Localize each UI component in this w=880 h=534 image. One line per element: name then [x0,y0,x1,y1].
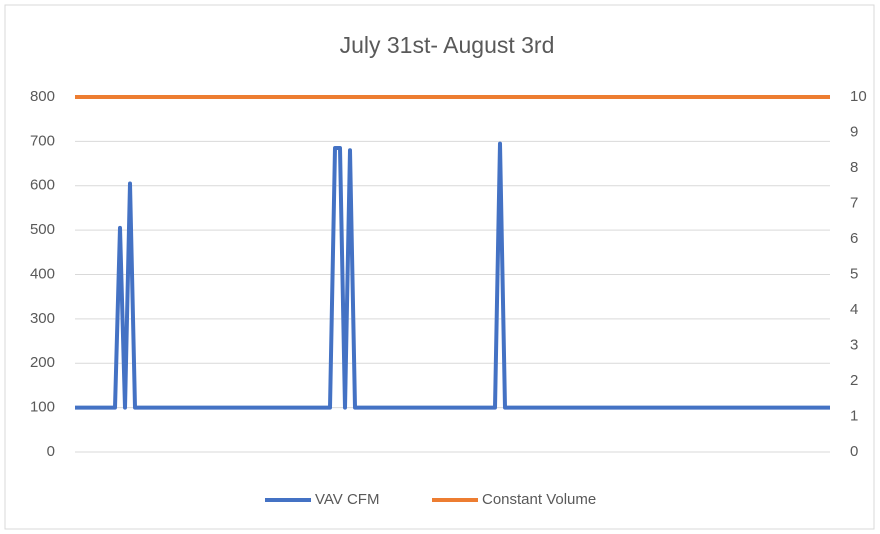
legend-label: VAV CFM [315,491,379,508]
y2-tick-label: 10 [850,88,867,105]
y2-tick-label: 3 [850,336,858,353]
y-tick-label: 600 [30,177,55,194]
y-tick-label: 0 [47,443,55,460]
y2-tick-label: 6 [850,230,858,247]
y2-tick-label: 5 [850,265,858,282]
y2-tick-label: 9 [850,123,858,140]
y-tick-label: 300 [30,310,55,327]
chart-border [4,4,875,530]
y2-tick-label: 2 [850,372,858,389]
y2-tick-label: 4 [850,301,858,318]
y-tick-label: 400 [30,265,55,282]
y-tick-label: 200 [30,354,55,371]
y-tick-label: 100 [30,399,55,416]
legend-label: Constant Volume [482,491,596,508]
chart-title: July 31st- August 3rd [340,32,555,58]
y2-tick-label: 0 [850,443,858,460]
y-tick-label: 500 [30,221,55,238]
y2-tick-label: 7 [850,194,858,211]
y2-tick-label: 8 [850,159,858,176]
y-tick-label: 700 [30,132,55,149]
y2-tick-label: 1 [850,407,858,424]
y-tick-label: 800 [30,88,55,105]
line-series [75,141,830,410]
